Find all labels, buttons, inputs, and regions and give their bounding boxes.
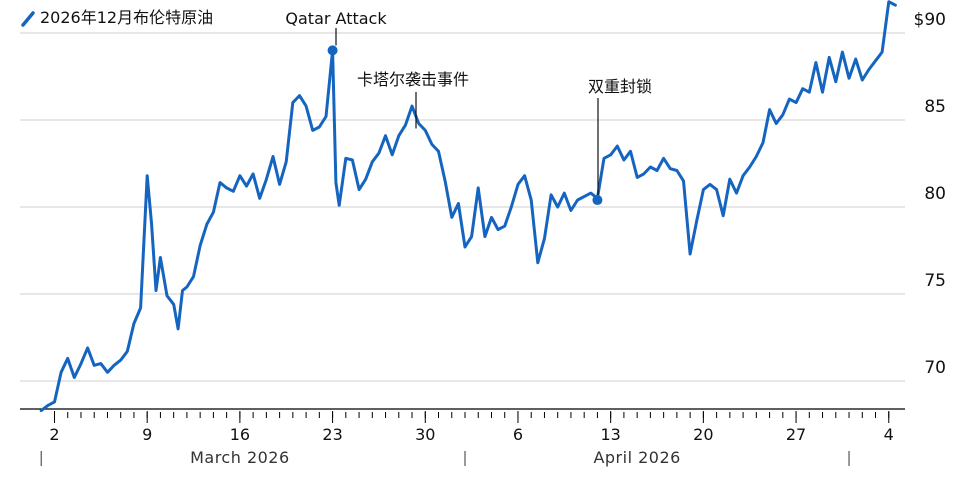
y-axis-labels: $90 85 80 75 70 bbox=[914, 10, 946, 378]
y-tick-label: 85 bbox=[924, 97, 946, 117]
y-tick-label: 80 bbox=[924, 184, 946, 204]
x-tick-label: 6 bbox=[513, 425, 523, 444]
y-tick-label: $90 bbox=[914, 10, 946, 30]
x-tick-label: 16 bbox=[230, 425, 250, 444]
annotation-marker bbox=[592, 195, 603, 206]
annotations: Qatar Attack 卡塔尔袭击事件 双重封锁 bbox=[285, 9, 652, 206]
legend-label: 2026年12月布伦特原油 bbox=[40, 8, 213, 27]
x-tick-label: 9 bbox=[142, 425, 152, 444]
annotation-label: 双重封锁 bbox=[588, 77, 652, 96]
x-tick-label: 13 bbox=[600, 425, 620, 444]
annotation-label: 卡塔尔袭击事件 bbox=[357, 70, 469, 89]
x-tick-label: 2 bbox=[49, 425, 59, 444]
x-tick-label: 20 bbox=[693, 425, 713, 444]
series-layer bbox=[39, 0, 897, 413]
series-line bbox=[39, 0, 897, 413]
x-tick-label: 23 bbox=[322, 425, 342, 444]
annotation-marker bbox=[327, 45, 338, 56]
annotation-label: Qatar Attack bbox=[285, 9, 387, 28]
month-label: March 2026 bbox=[190, 448, 290, 467]
month-label: April 2026 bbox=[593, 448, 680, 467]
x-tick-label: 30 bbox=[415, 425, 435, 444]
legend-swatch bbox=[21, 11, 35, 27]
x-tick-label: 4 bbox=[884, 425, 894, 444]
x-axis: 2 9 16 23 30 6 13 20 27 4 March 2026 April 2026 bbox=[20, 408, 905, 467]
y-tick-label: 70 bbox=[924, 358, 946, 378]
legend: 2026年12月布伦特原油 bbox=[21, 8, 213, 27]
y-tick-label: 75 bbox=[924, 271, 946, 291]
x-tick-label: 27 bbox=[786, 425, 806, 444]
